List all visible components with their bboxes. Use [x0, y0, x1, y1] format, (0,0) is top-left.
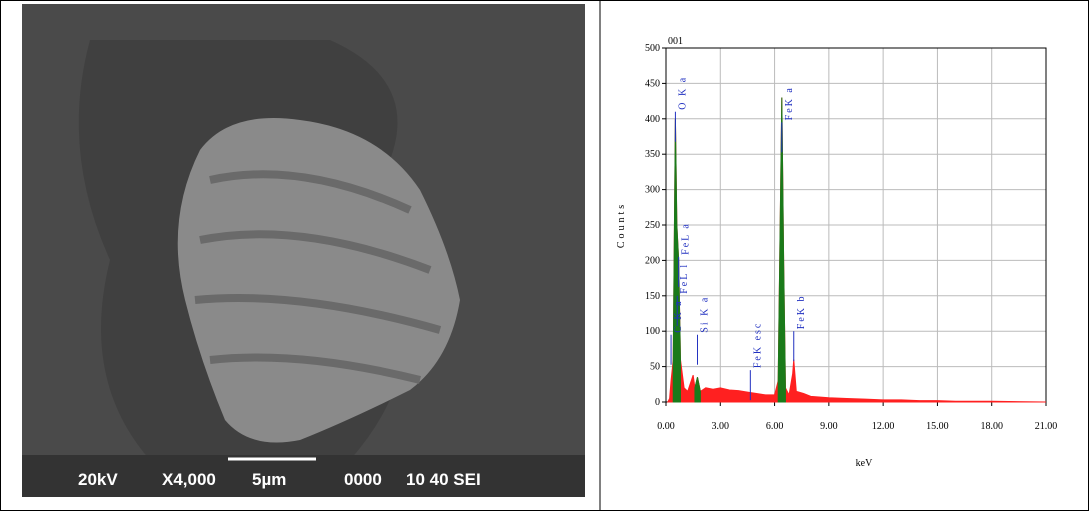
x-tick-label: 6.00	[766, 421, 784, 432]
y-tick-label: 350	[645, 149, 660, 160]
sem-label: 5µm	[252, 470, 286, 489]
y-tick-label: 150	[645, 291, 660, 302]
y-tick-label: 250	[645, 220, 660, 231]
peak-label: FeK b	[796, 294, 807, 329]
spectrum-chart: 001 keV Counts 0 50 100 150 200 250 300 350 400 4…	[616, 36, 1057, 469]
y-tick-label: 300	[645, 185, 660, 196]
peak-label: C K a	[673, 299, 684, 332]
sem-label: 0000	[344, 470, 382, 489]
y-tick-label: 0	[655, 397, 660, 408]
sem-image: 20kV X4,000 5µm 0000 10 40 SEI	[22, 4, 585, 497]
x-tick-label: 0.00	[657, 421, 675, 432]
peak-label: Si K a	[699, 296, 710, 333]
x-tick-label: 3.00	[712, 421, 730, 432]
x-axis-label: keV	[856, 458, 873, 469]
peak-label: FeL a	[681, 222, 692, 255]
info-bar	[22, 455, 585, 497]
y-tick-label: 100	[645, 326, 660, 337]
chart-title: 001	[668, 36, 683, 47]
y-tick-label: 500	[645, 43, 660, 54]
x-tick-label: 21.00	[1035, 421, 1058, 432]
y-tick-label: 400	[645, 114, 660, 125]
sem-label: 20kV	[78, 470, 118, 489]
y-tick-label: 450	[645, 78, 660, 89]
peak-label: FeL l	[679, 263, 690, 294]
y-tick-label: 50	[650, 362, 660, 373]
sem-label: X4,000	[162, 470, 216, 489]
y-axis-label: Counts	[616, 202, 627, 248]
peak-label: FeK esc	[752, 322, 763, 369]
sem-label: 10 40 SEI	[406, 470, 481, 489]
peak-label: FeK a	[784, 86, 795, 120]
y-tick-label: 200	[645, 255, 660, 266]
spectrum-area	[672, 97, 786, 403]
spectrum-area	[666, 97, 1047, 403]
particle-texture	[194, 170, 442, 384]
x-tick-label: 12.00	[872, 421, 895, 432]
x-tick-label: 9.00	[820, 421, 838, 432]
x-tick-label: 18.00	[980, 421, 1003, 432]
x-tick-label: 15.00	[926, 421, 949, 432]
peak-label: O K a	[677, 76, 688, 110]
